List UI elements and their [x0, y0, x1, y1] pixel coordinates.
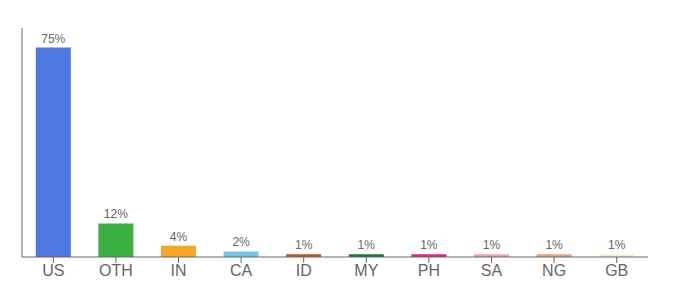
svg-text:1%: 1%	[358, 238, 376, 252]
svg-text:75%: 75%	[41, 32, 65, 46]
svg-text:1%: 1%	[608, 238, 626, 252]
svg-text:GB: GB	[605, 262, 628, 279]
svg-text:4%: 4%	[170, 230, 188, 244]
svg-text:MY: MY	[354, 262, 378, 279]
svg-text:NG: NG	[542, 262, 566, 279]
svg-text:1%: 1%	[483, 238, 501, 252]
svg-text:12%: 12%	[104, 207, 128, 221]
svg-text:PH: PH	[418, 262, 440, 279]
svg-text:CA: CA	[230, 262, 253, 279]
svg-text:ID: ID	[296, 262, 312, 279]
svg-text:1%: 1%	[420, 238, 438, 252]
svg-text:2%: 2%	[232, 235, 250, 249]
svg-text:OTH: OTH	[99, 262, 133, 279]
svg-text:1%: 1%	[295, 238, 313, 252]
svg-text:SA: SA	[481, 262, 503, 279]
svg-text:1%: 1%	[545, 238, 563, 252]
svg-text:US: US	[42, 262, 64, 279]
svg-text:IN: IN	[171, 262, 187, 279]
